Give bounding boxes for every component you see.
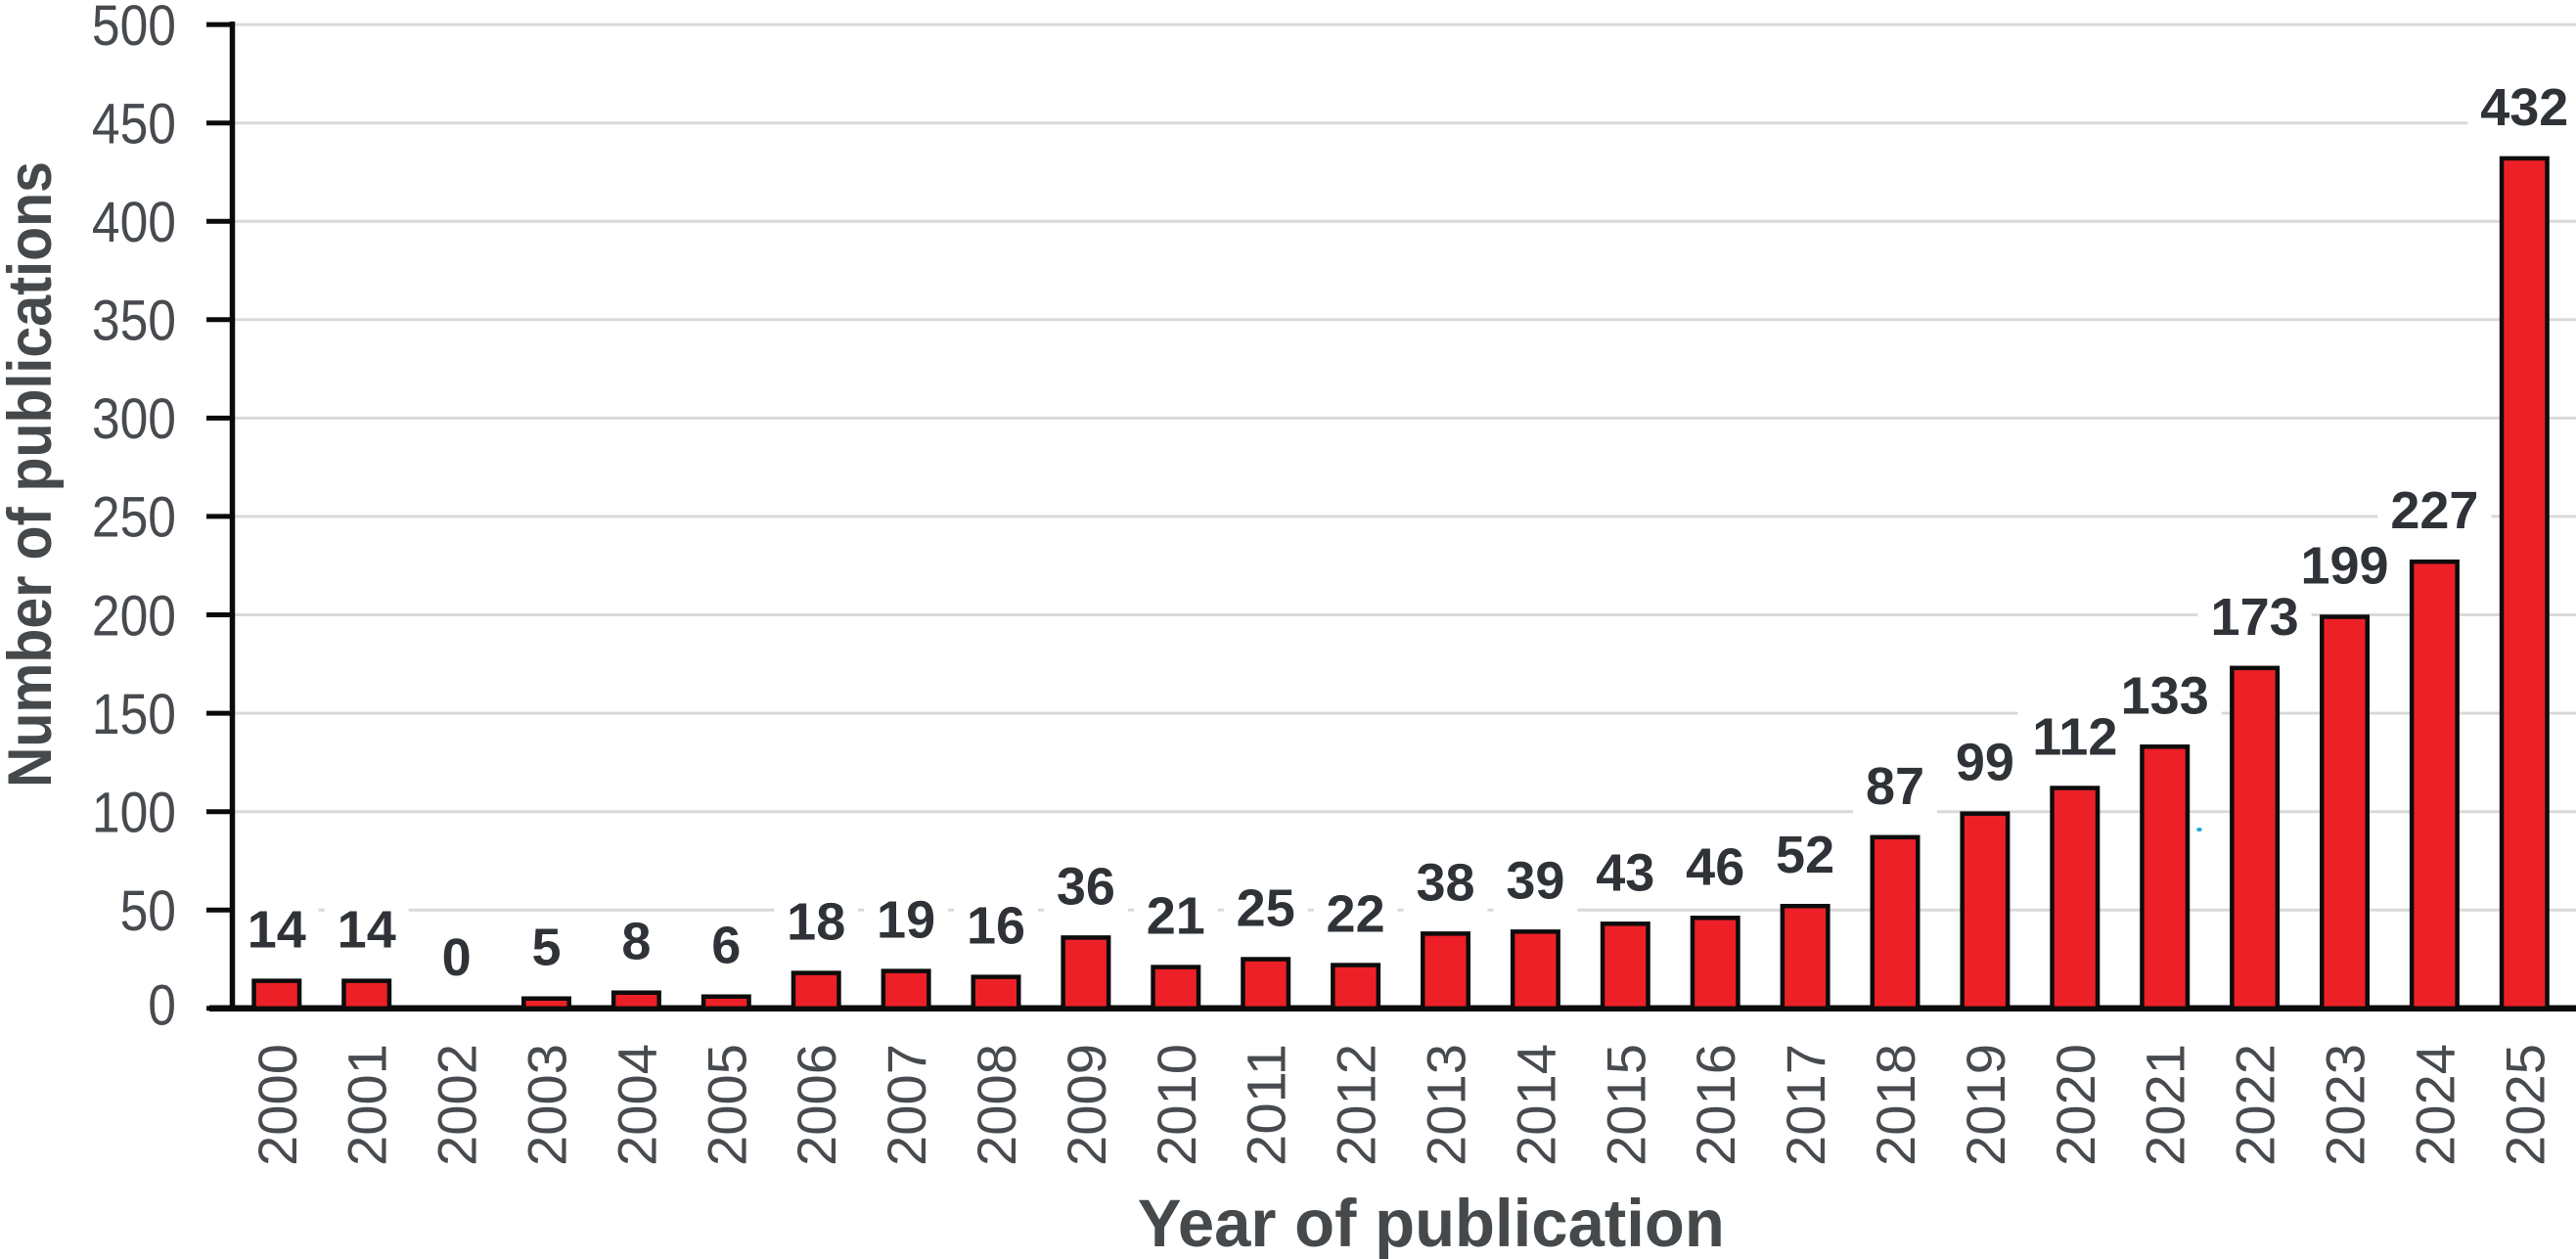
svg-text:36: 36 — [1057, 857, 1115, 916]
svg-text:2013: 2013 — [1416, 1044, 1477, 1166]
svg-text:6: 6 — [711, 917, 741, 975]
svg-text:Year of publication: Year of publication — [1138, 1186, 1725, 1259]
svg-text:300: 300 — [92, 387, 176, 451]
svg-text:43: 43 — [1596, 843, 1654, 902]
svg-text:2020: 2020 — [2045, 1044, 2106, 1166]
svg-text:14: 14 — [338, 901, 396, 960]
svg-text:2023: 2023 — [2315, 1044, 2376, 1166]
svg-text:52: 52 — [1776, 826, 1834, 884]
svg-text:2005: 2005 — [696, 1044, 757, 1166]
svg-text:199: 199 — [2300, 537, 2388, 596]
svg-text:39: 39 — [1506, 851, 1564, 910]
svg-text:2001: 2001 — [337, 1044, 398, 1166]
svg-text:8: 8 — [621, 913, 651, 971]
svg-text:2025: 2025 — [2494, 1044, 2555, 1166]
svg-text:200: 200 — [92, 584, 176, 648]
svg-text:50: 50 — [120, 879, 176, 943]
svg-text:2017: 2017 — [1775, 1044, 1836, 1166]
svg-text:2015: 2015 — [1595, 1044, 1656, 1166]
svg-text:22: 22 — [1327, 885, 1385, 944]
svg-text:87: 87 — [1866, 757, 1924, 816]
svg-text:2003: 2003 — [517, 1044, 578, 1166]
svg-text:2018: 2018 — [1865, 1044, 1926, 1166]
svg-text:Number of publications: Number of publications — [0, 161, 65, 787]
svg-text:2010: 2010 — [1146, 1044, 1207, 1166]
svg-text:46: 46 — [1686, 837, 1744, 896]
svg-text:350: 350 — [92, 290, 176, 353]
svg-text:173: 173 — [2211, 588, 2299, 647]
svg-text:2007: 2007 — [876, 1044, 937, 1166]
svg-text:400: 400 — [92, 191, 176, 254]
svg-text:25: 25 — [1237, 879, 1295, 938]
svg-text:250: 250 — [92, 486, 176, 550]
svg-text:500: 500 — [92, 0, 176, 58]
svg-text:0: 0 — [442, 928, 472, 987]
svg-text:21: 21 — [1147, 887, 1205, 946]
svg-text:100: 100 — [92, 781, 176, 844]
svg-text:16: 16 — [967, 897, 1025, 956]
svg-text:2022: 2022 — [2225, 1044, 2286, 1166]
svg-text:2014: 2014 — [1505, 1044, 1566, 1166]
svg-text:2012: 2012 — [1326, 1044, 1387, 1166]
svg-text:450: 450 — [92, 92, 176, 156]
svg-text:2008: 2008 — [966, 1044, 1027, 1166]
svg-text:2016: 2016 — [1685, 1044, 1746, 1166]
svg-text:227: 227 — [2390, 481, 2478, 540]
svg-text:2009: 2009 — [1056, 1044, 1117, 1166]
svg-text:5: 5 — [531, 919, 561, 977]
svg-text:2024: 2024 — [2404, 1044, 2465, 1166]
svg-text:2000: 2000 — [247, 1044, 308, 1166]
svg-text:112: 112 — [2032, 708, 2117, 767]
svg-text:2006: 2006 — [786, 1044, 847, 1166]
svg-text:18: 18 — [787, 893, 845, 952]
svg-text:19: 19 — [877, 891, 935, 950]
svg-text:38: 38 — [1416, 853, 1474, 912]
svg-text:2019: 2019 — [1955, 1044, 2016, 1166]
svg-text:14: 14 — [248, 901, 306, 960]
svg-text:2004: 2004 — [606, 1044, 667, 1166]
svg-text:0: 0 — [148, 973, 176, 1037]
svg-text:99: 99 — [1956, 734, 2014, 792]
svg-text:2021: 2021 — [2135, 1044, 2196, 1166]
svg-text:133: 133 — [2121, 666, 2209, 725]
svg-text:150: 150 — [92, 683, 176, 746]
svg-text:2002: 2002 — [427, 1044, 488, 1166]
svg-text:432: 432 — [2480, 78, 2568, 137]
svg-text:2011: 2011 — [1236, 1044, 1297, 1166]
